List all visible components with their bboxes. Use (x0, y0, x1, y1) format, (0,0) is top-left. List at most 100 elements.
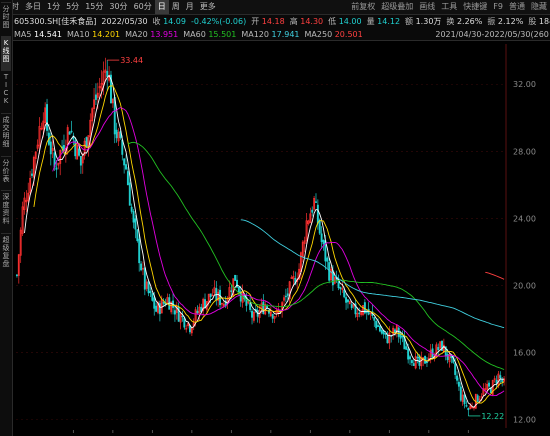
left-tool-3[interactable]: 成交明细 (1, 113, 11, 156)
candle-body (29, 177, 32, 193)
candle-body (170, 301, 173, 313)
candle-body (85, 137, 88, 148)
candle-body (91, 108, 94, 122)
candle-body (365, 311, 368, 313)
toolbar-tool-7[interactable]: 隐藏 (531, 2, 547, 11)
period-tab-8[interactable]: 周 (171, 2, 180, 11)
candle-body (369, 312, 372, 315)
candle-body (31, 173, 33, 176)
candle-body (392, 327, 395, 335)
toolbar-tool-6[interactable]: 普通 (509, 2, 525, 11)
quote-amount-value: 1.30万 (415, 17, 442, 26)
ma-line-60 (127, 141, 505, 370)
candle-body (269, 311, 272, 317)
period-tab-1[interactable]: 多日 (25, 2, 41, 11)
quote-low-value: 14.00 (338, 17, 362, 26)
candle-body (23, 197, 26, 210)
candle-body (111, 98, 114, 104)
candle-body (49, 141, 52, 155)
candle-body (318, 219, 321, 234)
candle-body (194, 309, 197, 322)
period-tab-7[interactable]: 日 (154, 0, 169, 14)
candle-body (100, 83, 103, 92)
candle-body (495, 379, 498, 384)
candle-body (15, 274, 18, 277)
quote-amp-label: 振 (487, 17, 498, 26)
period-tab-4[interactable]: 15分 (85, 2, 104, 11)
candle-body (375, 320, 378, 329)
candle-body (136, 229, 139, 241)
candle-body (322, 239, 325, 245)
candle-body (158, 303, 161, 315)
period-tab-5[interactable]: 30分 (109, 2, 128, 11)
candle-body (288, 281, 291, 300)
candle-body (138, 238, 141, 264)
period-tab-10[interactable]: 更多 (199, 2, 216, 11)
quote-vol-value: 14.12 (377, 17, 401, 26)
toolbar-tool-2[interactable]: 画线 (419, 2, 436, 11)
quote-date: 2022/05/30 (101, 17, 148, 26)
candle-body (416, 356, 419, 359)
candle-body (268, 309, 270, 314)
candle-body (34, 151, 37, 159)
toolbar-tool-3[interactable]: 工具 (441, 2, 458, 11)
left-tool-5[interactable]: 深度资料 (1, 190, 11, 233)
candle-body (309, 213, 312, 224)
candle-body (284, 295, 287, 298)
period-tab-9[interactable]: 月 (185, 2, 194, 11)
candles-group (15, 57, 506, 416)
toolbar-tool-4[interactable]: 快捷键 (463, 2, 488, 11)
candle-body (185, 328, 188, 330)
quote-amount: 额 1.30万 (405, 16, 441, 27)
candle-body (395, 324, 398, 333)
period-tab-2[interactable]: 1分 (47, 2, 61, 11)
quote-high-value: 14.30 (300, 17, 324, 26)
left-tool-6[interactable]: 超级复盘 (1, 233, 11, 276)
candle-body (128, 182, 131, 206)
candle-body (337, 281, 340, 289)
candle-body (478, 398, 481, 401)
ma-label: MA120 (241, 29, 272, 39)
quote-high-label: 高 (289, 17, 301, 26)
left-tool-4[interactable]: 分价表 (1, 156, 11, 190)
candle-body (292, 276, 295, 280)
candle-body (220, 303, 223, 305)
candle-body (326, 257, 329, 262)
candle-body (249, 302, 252, 310)
ma-label: MA10 (67, 29, 93, 39)
candle-body (454, 363, 457, 375)
candle-body (283, 297, 285, 301)
ma-label: MA250 (304, 29, 335, 39)
candle-body (215, 288, 218, 301)
candle-body (173, 310, 176, 315)
period-tab-3[interactable]: 5分 (66, 2, 80, 11)
quote-close-label: 收 (152, 17, 164, 26)
candle-body (117, 131, 120, 142)
candle-body (407, 348, 410, 360)
candle-body (141, 268, 144, 270)
quote-change: -0.42%(-0.06) (191, 17, 246, 26)
candle-body (187, 323, 190, 327)
ma-legend-ma250: MA250 20.501 (305, 30, 363, 39)
left-tool-0[interactable]: 分时图 (1, 2, 11, 36)
candle-body (405, 346, 408, 350)
candle-body (463, 394, 466, 405)
toolbar-tool-0[interactable]: 前复权 (351, 2, 376, 11)
candle-body (239, 291, 242, 302)
ma-value: 20.501 (334, 29, 363, 39)
candle-body (132, 211, 135, 223)
toolbar-tool-5[interactable]: F9 (493, 2, 503, 11)
candle-body (123, 158, 126, 166)
period-tab-6[interactable]: 60分 (133, 2, 152, 11)
candle-body (130, 206, 133, 212)
candle-body (147, 281, 150, 294)
candle-body (106, 71, 109, 77)
candle-body (311, 209, 314, 213)
candle-body (388, 332, 391, 344)
candle-body (386, 335, 389, 344)
toolbar-tool-1[interactable]: 超级叠加 (381, 2, 414, 11)
candle-body (46, 104, 48, 131)
